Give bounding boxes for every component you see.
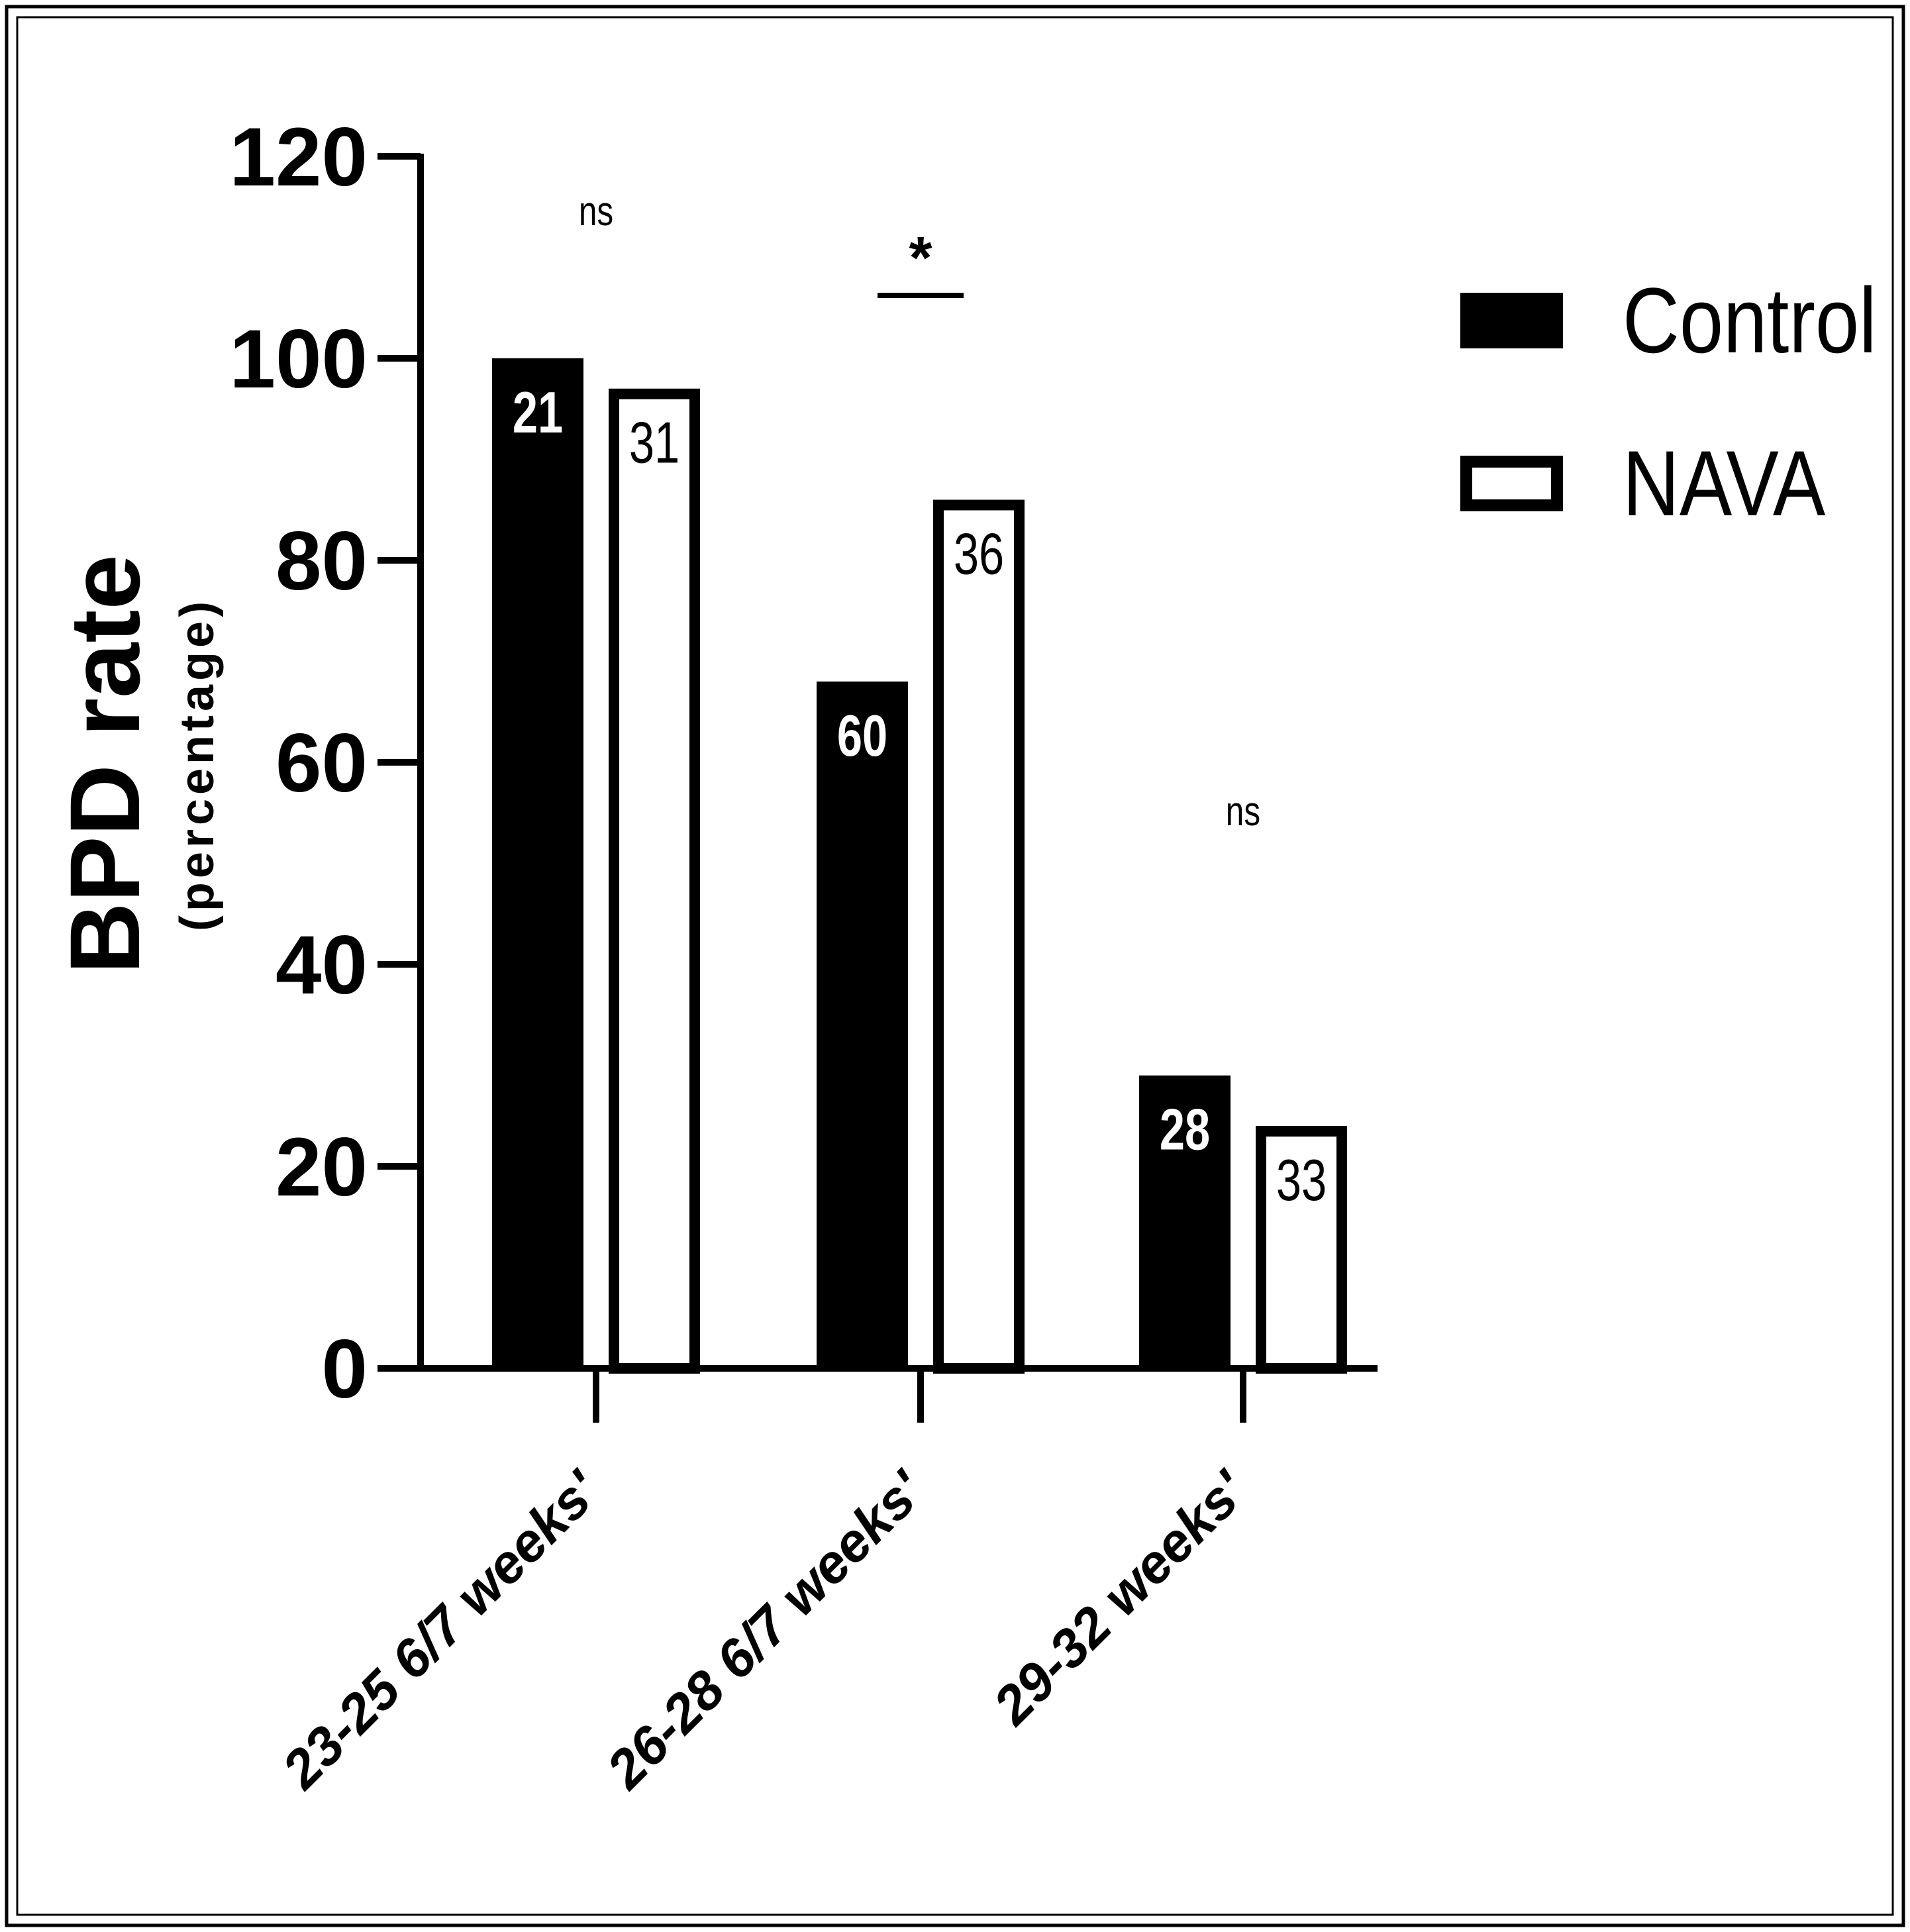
y-tick-label: 0 (321, 1323, 368, 1415)
y-axis-title: BPD rate (49, 554, 160, 974)
legend: Control NAVA (1460, 268, 1877, 535)
bar-label-nava: 31 (629, 411, 679, 476)
significance-marker: ns (1226, 788, 1260, 835)
x-tick-label: 23-25 6/7 weeks' (270, 1459, 613, 1802)
bar-label-control: 60 (837, 703, 887, 768)
y-tick-label: 120 (229, 111, 368, 203)
legend-swatch-control (1460, 293, 1563, 348)
figure-frame-inner (16, 16, 1894, 1916)
legend-label-control: Control (1623, 268, 1877, 372)
y-tick-label: 60 (276, 717, 368, 809)
legend-label-nava: NAVA (1623, 431, 1826, 535)
y-tick-label: 40 (276, 919, 368, 1011)
y-tick-label: 100 (229, 313, 368, 405)
significance-marker: ns (579, 188, 613, 234)
bar-label-nava: 33 (1276, 1148, 1327, 1213)
significance-marker: * (909, 225, 932, 291)
bar-label-nava: 36 (954, 521, 1004, 586)
bar-nava (609, 388, 700, 1374)
bar-nava (1256, 1126, 1347, 1374)
y-tick-label: 20 (276, 1121, 368, 1213)
legend-swatch-nava (1460, 456, 1563, 511)
x-tick-label: 29-32 weeks' (981, 1459, 1260, 1737)
bar-label-control: 28 (1160, 1097, 1210, 1162)
y-axis-subtitle: (percentage) (171, 597, 224, 931)
bar-nava (933, 499, 1025, 1374)
y-tick-label: 80 (276, 515, 368, 607)
figure-frame-outer (5, 5, 1905, 1927)
bar-control (817, 682, 908, 1368)
bar-control (492, 358, 583, 1368)
axes: 0 20 40 60 80 100 120 23-25 6/7 weeks'26-28 6/7… (229, 111, 1378, 1801)
significance-annotations: ns * ns (579, 188, 1260, 835)
bar-control (1139, 1075, 1231, 1368)
bar-label-control: 21 (513, 380, 563, 445)
bars: 21 31 60 36 28 33 (492, 358, 1347, 1374)
x-tick-label: 26-28 6/7 weeks' (595, 1459, 937, 1802)
